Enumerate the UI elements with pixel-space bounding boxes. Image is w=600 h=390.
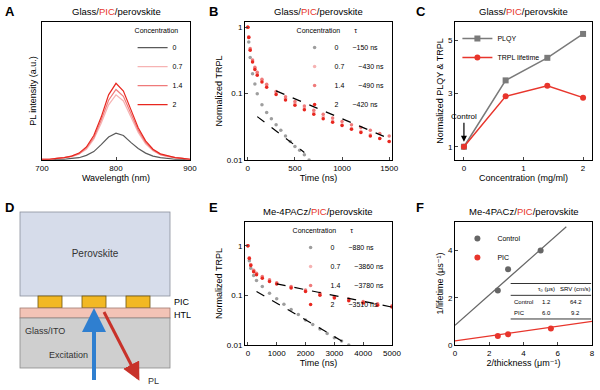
svg-text:PIC: PIC bbox=[514, 310, 525, 316]
svg-text:Control: Control bbox=[497, 235, 520, 242]
svg-text:0 ~150 ns: 0 ~150 ns bbox=[335, 44, 378, 51]
svg-text:0: 0 bbox=[453, 349, 458, 358]
svg-text:PLQY: PLQY bbox=[497, 35, 516, 43]
svg-text:2: 2 bbox=[487, 349, 492, 358]
svg-text:1/lifetime (μs⁻¹): 1/lifetime (μs⁻¹) bbox=[435, 253, 445, 315]
svg-text:Concentration (mg/ml): Concentration (mg/ml) bbox=[479, 173, 568, 183]
svg-text:1: 1 bbox=[521, 164, 526, 173]
svg-text:D: D bbox=[5, 200, 14, 215]
svg-text:HTL: HTL bbox=[174, 310, 191, 320]
svg-text:6: 6 bbox=[556, 349, 561, 358]
svg-text:0 ~880 ns: 0 ~880 ns bbox=[331, 244, 374, 251]
svg-text:PL: PL bbox=[148, 376, 159, 386]
svg-text:Concentration: Concentration bbox=[135, 27, 179, 34]
svg-text:SRV (cm/s): SRV (cm/s) bbox=[560, 286, 591, 292]
svg-text:0.7 ~3860 ns: 0.7 ~3860 ns bbox=[331, 263, 384, 270]
svg-text:900: 900 bbox=[183, 164, 197, 173]
svg-text:Concentration τ: Concentration τ bbox=[293, 227, 354, 234]
svg-text:0.7: 0.7 bbox=[173, 63, 183, 70]
svg-text:Perovskite: Perovskite bbox=[72, 248, 119, 259]
svg-text:8: 8 bbox=[590, 349, 595, 358]
svg-text:2 ~420 ns: 2 ~420 ns bbox=[335, 101, 378, 108]
svg-text:5: 5 bbox=[448, 36, 453, 45]
svg-text:64.2: 64.2 bbox=[570, 299, 582, 305]
svg-text:0.1: 0.1 bbox=[231, 89, 243, 98]
svg-text:3000: 3000 bbox=[325, 349, 343, 358]
svg-text:1: 1 bbox=[238, 23, 243, 32]
svg-text:0.7 ~430 ns: 0.7 ~430 ns bbox=[335, 63, 384, 70]
svg-text:2: 2 bbox=[173, 101, 177, 108]
svg-text:PIC: PIC bbox=[497, 254, 509, 261]
svg-text:1500: 1500 bbox=[380, 164, 398, 173]
svg-text:0.01: 0.01 bbox=[227, 341, 243, 350]
svg-text:700: 700 bbox=[35, 164, 49, 173]
svg-text:C: C bbox=[416, 4, 426, 19]
svg-text:B: B bbox=[209, 4, 218, 19]
svg-text:2: 2 bbox=[448, 293, 453, 302]
svg-text:2/thickness (μm⁻¹): 2/thickness (μm⁻¹) bbox=[487, 358, 561, 368]
svg-text:1000: 1000 bbox=[268, 349, 286, 358]
svg-text:4: 4 bbox=[521, 349, 526, 358]
svg-text:5000: 5000 bbox=[383, 349, 401, 358]
svg-text:0.01: 0.01 bbox=[227, 156, 243, 165]
svg-text:800: 800 bbox=[109, 164, 123, 173]
svg-text:1000: 1000 bbox=[333, 164, 351, 173]
svg-text:0: 0 bbox=[173, 44, 177, 51]
svg-text:Wavelength (nm): Wavelength (nm) bbox=[82, 173, 150, 183]
svg-text:τ₀ (μs): τ₀ (μs) bbox=[538, 286, 555, 292]
svg-text:Concentration τ: Concentration τ bbox=[297, 27, 358, 34]
svg-text:Me-4PACz/PIC/perovskite: Me-4PACz/PIC/perovskite bbox=[469, 206, 579, 217]
svg-text:Normalized TRPL: Normalized TRPL bbox=[214, 56, 224, 127]
svg-text:2 ~3510 ns: 2 ~3510 ns bbox=[331, 301, 378, 308]
svg-text:Normalized PLQY & TRPL: Normalized PLQY & TRPL bbox=[435, 38, 445, 144]
svg-text:1.4 ~490 ns: 1.4 ~490 ns bbox=[335, 82, 384, 89]
svg-text:3: 3 bbox=[448, 89, 453, 98]
svg-text:Time (ns): Time (ns) bbox=[300, 173, 338, 183]
svg-text:PL intensity (a.u.): PL intensity (a.u.) bbox=[28, 56, 38, 126]
svg-text:0: 0 bbox=[462, 164, 467, 173]
svg-text:1.2: 1.2 bbox=[542, 299, 551, 305]
svg-text:A: A bbox=[5, 4, 15, 19]
svg-text:Me-4PACz/PIC/perovskite: Me-4PACz/PIC/perovskite bbox=[263, 206, 373, 217]
svg-text:1.4 ~3780 ns: 1.4 ~3780 ns bbox=[331, 282, 384, 289]
svg-text:1: 1 bbox=[238, 241, 243, 250]
svg-text:TRPL lifetime: TRPL lifetime bbox=[497, 54, 539, 61]
svg-text:6.0: 6.0 bbox=[542, 310, 551, 316]
svg-text:Glass/PIC/perovskite: Glass/PIC/perovskite bbox=[274, 6, 363, 17]
svg-text:F: F bbox=[416, 200, 424, 215]
svg-text:0: 0 bbox=[246, 164, 251, 173]
svg-text:2000: 2000 bbox=[297, 349, 315, 358]
svg-text:Normalized TRPL: Normalized TRPL bbox=[214, 248, 224, 319]
svg-text:0: 0 bbox=[246, 349, 251, 358]
svg-text:Excitation: Excitation bbox=[49, 350, 88, 360]
svg-text:Control: Control bbox=[514, 299, 533, 305]
svg-text:Control: Control bbox=[451, 112, 477, 121]
svg-text:4: 4 bbox=[448, 246, 453, 255]
svg-text:1: 1 bbox=[448, 143, 453, 152]
svg-text:Glass/PIC/perovskite: Glass/PIC/perovskite bbox=[479, 6, 568, 17]
svg-text:2: 2 bbox=[581, 164, 586, 173]
svg-text:PIC: PIC bbox=[174, 297, 190, 307]
svg-text:Glass/PIC/perovskite: Glass/PIC/perovskite bbox=[72, 6, 161, 17]
svg-text:0: 0 bbox=[448, 341, 453, 350]
svg-text:Glass/ITO: Glass/ITO bbox=[25, 326, 65, 336]
svg-text:Time (ns): Time (ns) bbox=[300, 358, 338, 368]
svg-text:4000: 4000 bbox=[354, 349, 372, 358]
svg-text:9.2: 9.2 bbox=[571, 310, 580, 316]
svg-text:1.4: 1.4 bbox=[173, 82, 183, 89]
svg-text:E: E bbox=[209, 200, 218, 215]
svg-text:0.1: 0.1 bbox=[231, 291, 243, 300]
svg-text:500: 500 bbox=[288, 164, 302, 173]
